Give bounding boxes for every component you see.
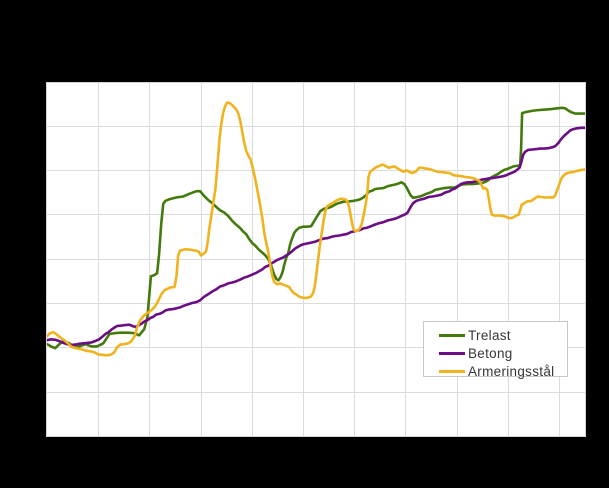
legend-item-trelast[interactable]: Trelast: [439, 326, 567, 344]
legend: Trelast Betong Armeringsstål: [423, 321, 568, 380]
legend-label-betong: Betong: [468, 345, 513, 361]
series-line-armeringsstaal: [47, 101, 585, 357]
chart-canvas: [47, 83, 585, 436]
plot-area: [46, 82, 586, 437]
series-line-betong: [47, 126, 585, 347]
trelast-line-swatch: [439, 333, 465, 337]
legend-label-armeringsstaal: Armeringsstål: [468, 363, 555, 379]
legend-label-trelast: Trelast: [468, 327, 511, 343]
series-line-trelast: [47, 106, 585, 350]
legend-item-betong[interactable]: Betong: [439, 344, 567, 362]
betong-line-swatch: [439, 351, 465, 355]
armeringsstaal-line-swatch: [439, 369, 465, 373]
legend-item-armeringsstaal[interactable]: Armeringsstål: [439, 362, 567, 380]
